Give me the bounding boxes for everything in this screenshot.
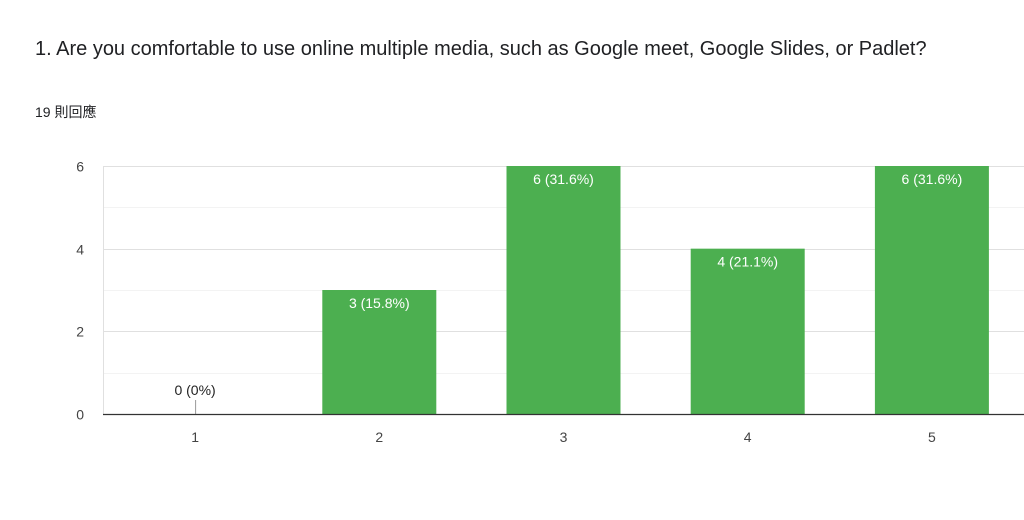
y-tick-label: 0	[76, 407, 84, 423]
bar	[874, 166, 989, 414]
x-tick-label: 5	[928, 429, 936, 445]
data-label: 6 (31.6%)	[902, 171, 963, 187]
question-title: 1. Are you comfortable to use online mul…	[35, 38, 927, 60]
x-tick-label: 4	[744, 429, 752, 445]
data-label: 6 (31.6%)	[533, 171, 594, 187]
x-tick-label: 2	[375, 429, 383, 445]
bar	[506, 166, 621, 414]
y-tick-label: 4	[76, 242, 84, 258]
y-tick-label: 2	[76, 324, 84, 340]
data-label: 0 (0%)	[174, 382, 215, 398]
bar	[322, 290, 437, 414]
data-label: 4 (21.1%)	[717, 254, 778, 270]
data-label: 3 (15.8%)	[349, 295, 410, 311]
bar	[690, 248, 805, 414]
y-tick-label: 6	[76, 159, 84, 175]
x-tick-label: 1	[191, 429, 199, 445]
response-count: 19 則回應	[35, 104, 97, 120]
x-tick-label: 3	[560, 429, 568, 445]
